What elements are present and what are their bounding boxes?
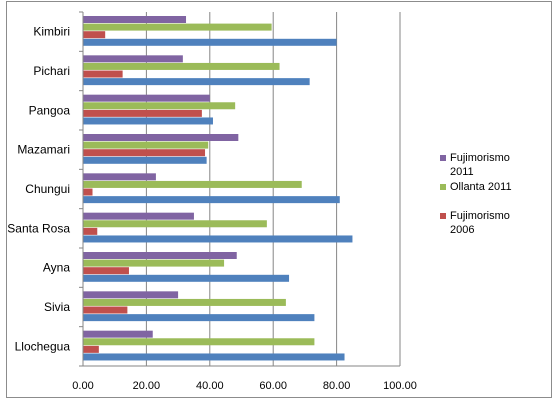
bar [83,102,236,110]
bar [83,227,98,235]
bar [83,314,315,322]
bar [83,55,183,63]
bar [83,180,302,188]
bar [83,156,207,164]
bar [83,298,286,306]
category-label: Mazamari [17,143,70,157]
bar [83,338,315,346]
legend-label: Fujimorismo 2011 [450,152,510,178]
bar [83,306,128,314]
bar [83,16,187,23]
category-label: Llochegua [15,339,71,353]
category-label: Kimbiri [33,25,70,39]
bar [83,31,106,39]
bar [83,38,337,46]
category-label: Chungui [25,182,70,196]
bar [83,353,345,361]
bar [83,62,280,70]
bar [83,70,123,78]
bar [83,220,267,228]
category-label: Santa Rosa [7,221,70,235]
bar [83,117,213,125]
x-tick-label: 60.00 [259,380,287,392]
legend-swatch [440,155,446,161]
bar [83,252,237,259]
category-label: Sivia [44,300,70,314]
category-label: Ayna [43,261,70,275]
bar [83,188,93,196]
bar [83,173,156,181]
x-tick-label: 40.00 [196,380,224,392]
bar [83,274,290,282]
legend-swatch [440,213,446,219]
x-tick-label: 100.00 [383,380,417,392]
bar [83,134,239,141]
bar [83,235,353,243]
bar [83,78,310,86]
bar [83,109,202,117]
bar [83,149,206,157]
legend-swatch [440,184,446,190]
bar [83,94,210,102]
legend-label: Fujimorismo 2006 [450,210,510,236]
bar [83,267,129,275]
bar [83,259,225,267]
bar [83,212,194,220]
bar [83,345,99,353]
bar [83,291,179,299]
bar [83,141,209,149]
bar [83,196,340,204]
bar [83,330,153,338]
category-label: Pangoa [29,103,71,117]
x-tick-label: 20.00 [133,380,161,392]
x-tick-label: 80.00 [323,380,351,392]
legend-label: Ollanta 2011 [450,181,512,193]
x-tick-label: 0.00 [72,380,93,392]
category-label: Pichari [33,64,70,78]
bar [83,23,272,31]
